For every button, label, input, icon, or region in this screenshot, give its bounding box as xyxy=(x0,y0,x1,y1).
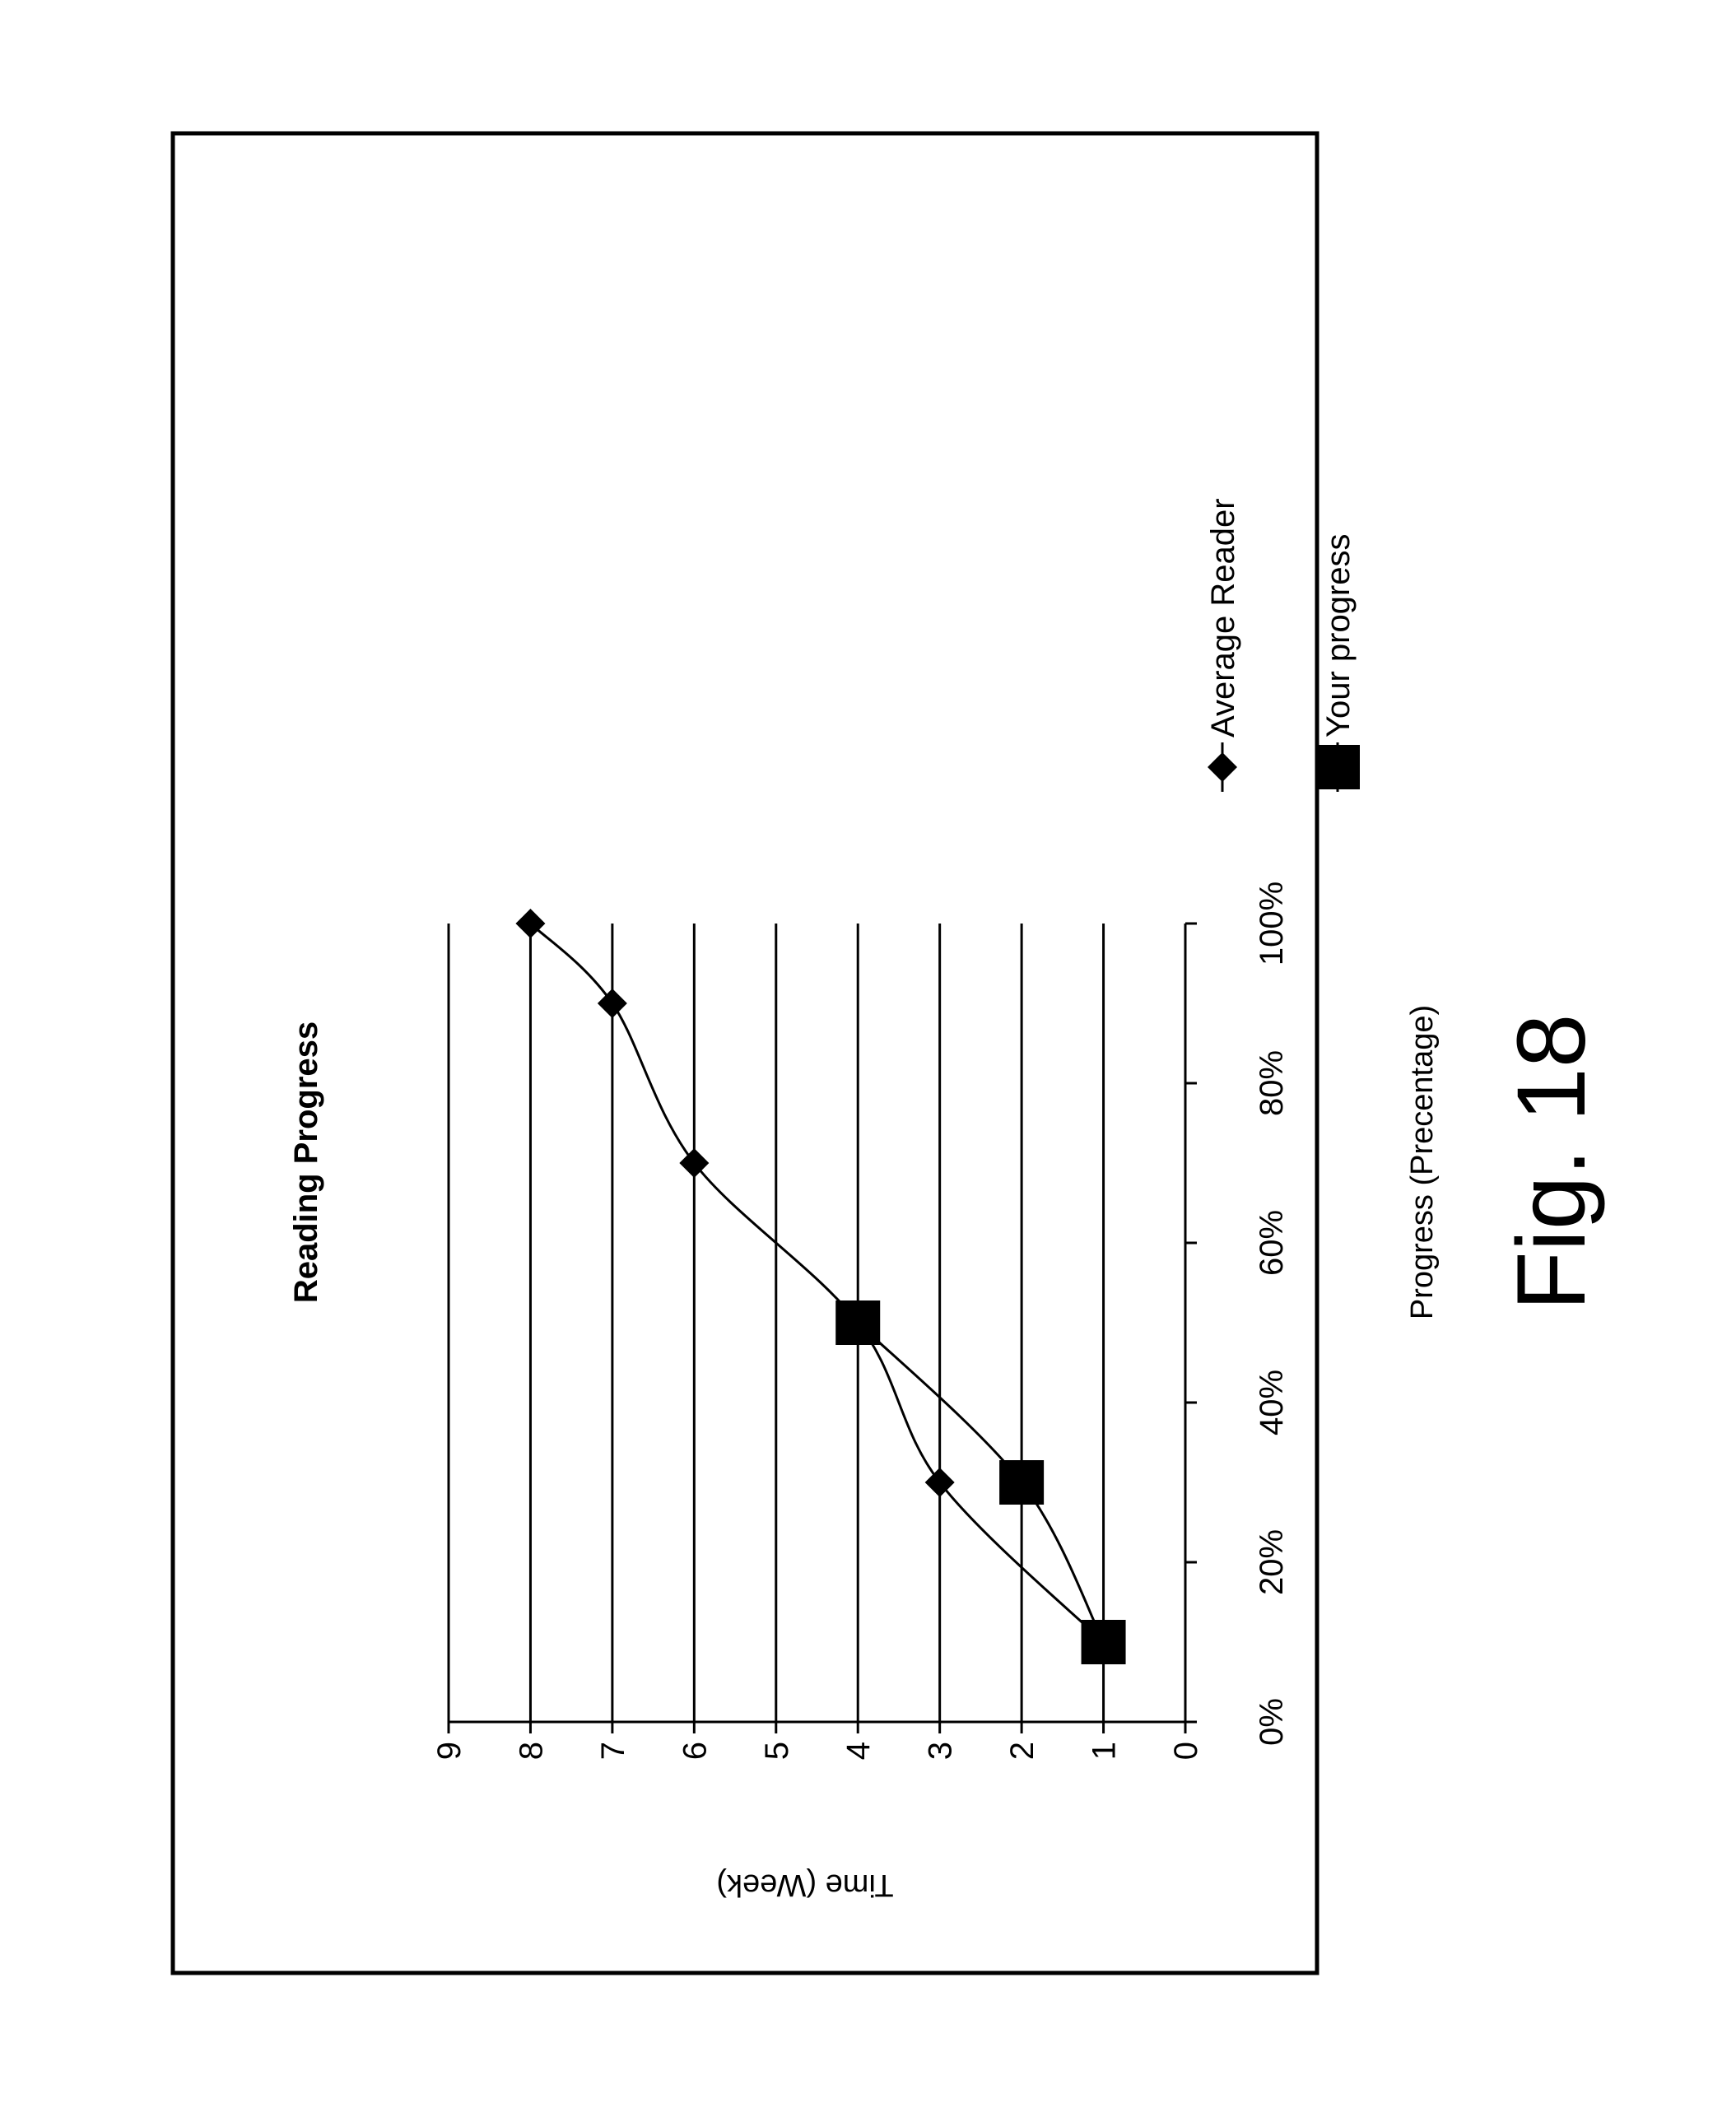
y-tick-label: 5 xyxy=(759,1742,795,1760)
legend-diamond-icon xyxy=(1208,752,1237,782)
y-tick-label: 9 xyxy=(431,1742,468,1760)
y-tick-label: 2 xyxy=(1004,1742,1040,1760)
x-axis-title: Progress (Precentage) xyxy=(1405,1005,1440,1319)
figure-frame xyxy=(173,133,1317,1973)
diamond-marker xyxy=(925,1468,955,1497)
y-tick-label: 1 xyxy=(1087,1742,1123,1760)
legend-label: Your progress xyxy=(1320,533,1357,737)
y-tick-label: 8 xyxy=(513,1742,549,1760)
diamond-marker xyxy=(598,989,627,1018)
legend: Average Reader Your progress xyxy=(1205,498,1360,792)
series-0 xyxy=(515,909,1118,1657)
chart-title: Reading Progress xyxy=(288,1021,324,1303)
legend-item-1: Your progress xyxy=(1315,533,1360,792)
y-tick-label: 7 xyxy=(595,1742,631,1760)
legend-item-0: Average Reader xyxy=(1205,498,1241,792)
legend-square-icon xyxy=(1315,745,1360,789)
legend-label: Average Reader xyxy=(1205,498,1241,737)
series-line xyxy=(858,1323,1103,1642)
x-tick-label: 60% xyxy=(1254,1210,1290,1276)
x-tick-label: 100% xyxy=(1254,882,1290,965)
y-tick-label: 0 xyxy=(1168,1742,1204,1760)
y-axis-title: Time (Week) xyxy=(716,1868,893,1902)
x-tick-label: 20% xyxy=(1254,1529,1290,1595)
series-line xyxy=(530,924,1103,1642)
y-tick-label: 3 xyxy=(923,1742,959,1760)
grid-layer xyxy=(449,924,1104,1722)
square-marker xyxy=(1082,1620,1126,1664)
series-layer xyxy=(515,909,1125,1664)
x-tick-label: 0% xyxy=(1254,1698,1290,1746)
x-tick-label: 80% xyxy=(1254,1050,1290,1116)
square-marker xyxy=(999,1460,1044,1505)
chart-area: 0 1 2 3 4 5 6 7 8 9 0% 20% 40% 60% 80% 100% Average Rea… xyxy=(288,498,1606,1760)
diamond-marker xyxy=(679,1148,709,1178)
y-tick-label: 6 xyxy=(677,1742,713,1760)
y-tick-label: 4 xyxy=(840,1742,877,1760)
square-marker xyxy=(835,1300,880,1345)
x-tick-label: 40% xyxy=(1254,1370,1290,1435)
figure-caption: Fig. 18 xyxy=(1497,1014,1606,1311)
